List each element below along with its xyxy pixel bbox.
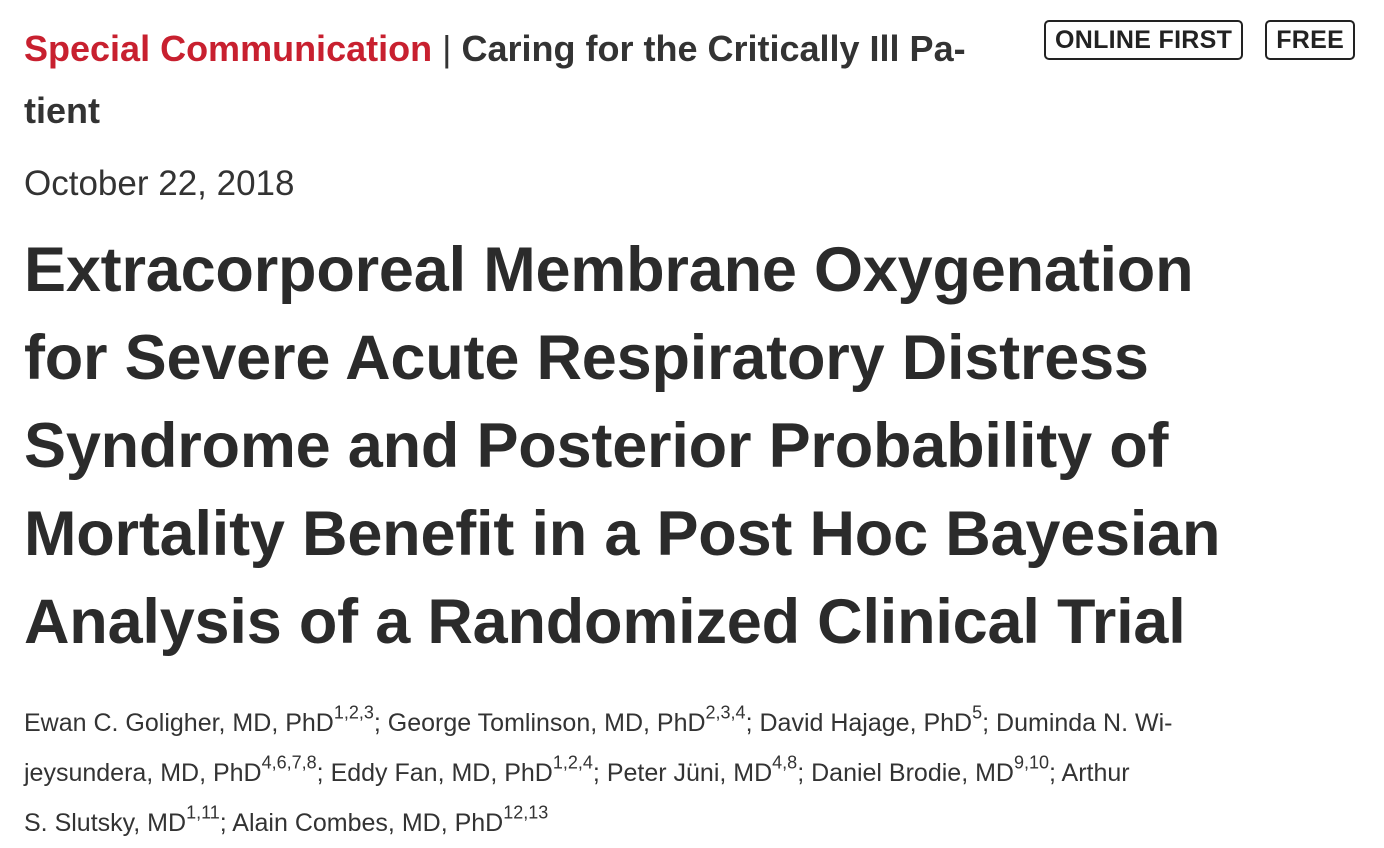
author-name: Daniel Brodie, MD [811,759,1014,787]
online-first-badge: ONLINE FIRST [1044,20,1244,60]
affiliation-refs[interactable]: 1,11 [186,802,220,823]
section-label-line1: Caring for the Critically Ill Pa- [461,28,966,69]
author-link[interactable]: Daniel Brodie, MD9,10 [811,753,1049,787]
article-title: Extracorporeal Membrane Oxygenation for … [24,226,1364,666]
publication-date: October 22, 2018 [24,164,295,203]
affiliation-refs[interactable]: 1,2,4 [552,752,593,773]
header-separator: | [442,28,452,69]
author-separator: ; [797,759,805,787]
author-list: Ewan C. Goligher, MD, PhD1,2,3; George T… [24,698,1324,848]
affiliation-refs[interactable]: 4,8 [772,752,798,773]
author-name: David Hajage, PhD [759,709,973,737]
author-name: Eddy Fan, MD, PhD [330,759,553,787]
title-line: Extracorporeal Membrane Oxygenation [24,235,1194,305]
author-name: jeysundera, MD, PhD [24,759,262,787]
article-header: Special Communication | Caring for the C… [24,18,1024,142]
author-separator: ; [982,709,990,737]
affiliation-refs[interactable]: 1,2,3 [333,702,374,723]
title-line: Analysis of a Randomized Clinical Trial [24,587,1186,657]
author-name: S. Slutsky, MD [24,809,187,837]
author-link[interactable]: David Hajage, PhD5 [759,703,982,737]
author-name: Duminda N. Wi- [996,709,1173,737]
author-separator: ; [592,759,600,787]
article-category-link[interactable]: Special Communication [24,28,433,69]
author-link[interactable]: Eddy Fan, MD, PhD1,2,4 [330,753,593,787]
author-separator: ; [316,759,324,787]
author-link[interactable]: Arthur S. Slutsky, MD1,11 [24,759,1130,837]
section-label[interactable]: Caring for the Critically Ill Pa-tient [24,28,966,131]
affiliation-refs[interactable]: 12,13 [503,802,549,823]
author-link[interactable]: George Tomlinson, MD, PhD2,3,4 [387,703,746,737]
free-badge: FREE [1265,20,1356,60]
author-link[interactable]: Ewan C. Goligher, MD, PhD1,2,3 [24,703,374,737]
author-separator: ; [219,809,227,837]
affiliation-refs[interactable]: 9,10 [1013,752,1050,773]
author-link[interactable]: Alain Combes, MD, PhD12,13 [232,803,548,837]
author-name: George Tomlinson, MD, PhD [387,709,706,737]
title-line: Mortality Benefit in a Post Hoc Bayesian [24,499,1221,569]
affiliation-refs[interactable]: 5 [972,702,983,723]
author-name: Ewan C. Goligher, MD, PhD [24,709,334,737]
author-link[interactable]: Peter Jüni, MD4,8 [606,753,797,787]
author-link[interactable]: Duminda N. Wi-jeysundera, MD, PhD4,6,7,8 [24,709,1172,787]
affiliation-refs[interactable]: 2,3,4 [705,702,746,723]
section-label-line2: tient [24,90,100,131]
author-separator: ; [745,709,753,737]
author-separator: ; [1049,759,1056,787]
title-line: for Severe Acute Respiratory Distress [24,323,1149,393]
affiliation-refs[interactable]: 4,6,7,8 [261,752,317,773]
author-separator: ; [373,709,381,737]
badge-group: ONLINE FIRST FREE [1044,20,1356,60]
author-name: Peter Jüni, MD [606,759,773,787]
title-line: Syndrome and Posterior Probability of [24,411,1169,481]
author-name: Alain Combes, MD, PhD [232,809,504,837]
author-name: Arthur [1061,759,1130,787]
